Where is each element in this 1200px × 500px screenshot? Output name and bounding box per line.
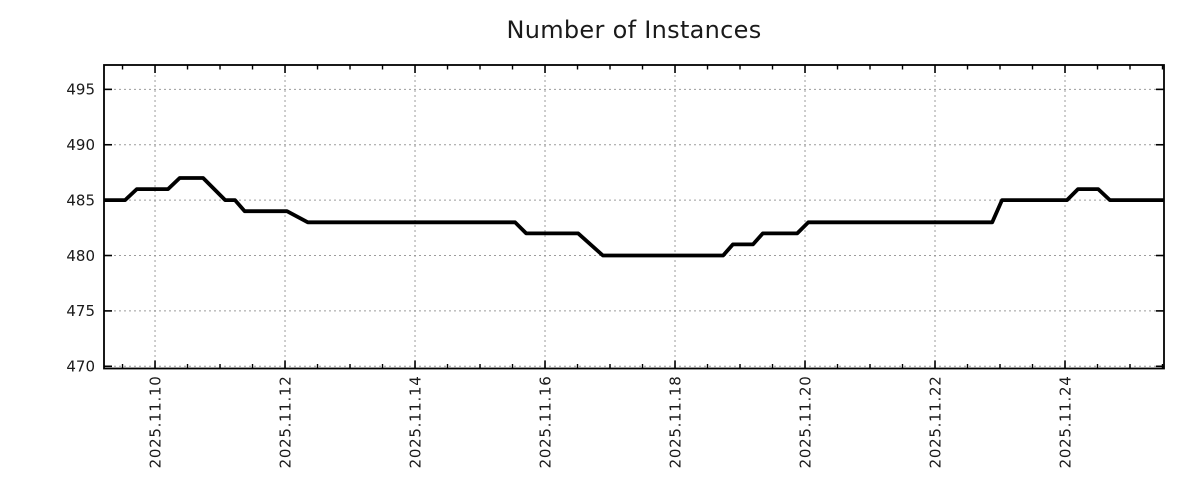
y-gridlines bbox=[104, 88, 1164, 367]
x-tick-label: 2025.11.20 bbox=[797, 376, 815, 469]
x-tick-label: 2025.11.12 bbox=[277, 376, 295, 469]
x-tick-label: 2025.11.22 bbox=[927, 375, 945, 468]
chart-title: Number of Instances bbox=[506, 16, 762, 44]
y-tick-label: 495 bbox=[66, 81, 95, 99]
plot-border bbox=[103, 64, 1165, 370]
axis-ticks bbox=[104, 65, 1164, 369]
y-tick-label: 485 bbox=[66, 191, 95, 209]
y-tick-label: 480 bbox=[66, 247, 95, 265]
x-tick-label: 2025.11.14 bbox=[407, 376, 425, 469]
x-tick-label: 2025.11.18 bbox=[667, 376, 685, 469]
x-tick-labels: 2025.11.10 2025.11.12 2025.11.14 2025.11.16… bbox=[147, 375, 1075, 468]
x-tick-label: 2025.11.10 bbox=[147, 376, 165, 469]
y-tick-label: 490 bbox=[66, 136, 95, 154]
series-line bbox=[104, 176, 1164, 258]
y-tick-label: 470 bbox=[66, 358, 95, 376]
x-gridlines bbox=[154, 65, 1066, 369]
y-tick-labels: 470 475 480 485 490 495 bbox=[66, 81, 95, 376]
y-tick-label: 475 bbox=[66, 302, 95, 320]
x-tick-label: 2025.11.16 bbox=[537, 376, 555, 469]
x-tick-label: 2025.11.24 bbox=[1057, 376, 1075, 469]
